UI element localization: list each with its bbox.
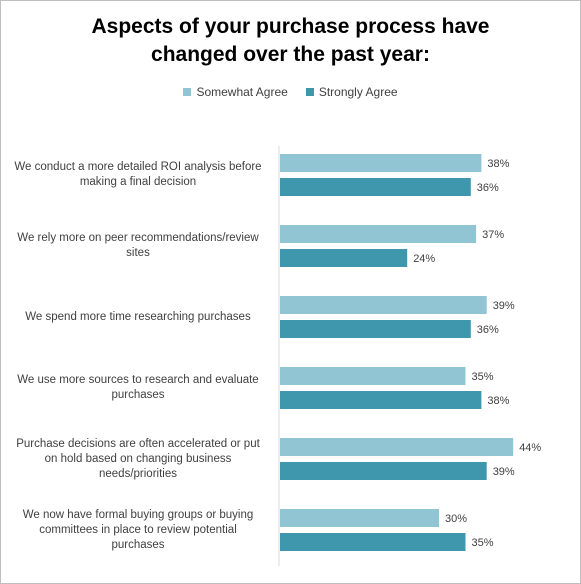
bar-somewhat-agree [280,225,477,243]
legend-label-somewhat-agree: Somewhat Agree [196,85,288,99]
legend-swatch-somewhat-agree [183,88,192,96]
bar-somewhat-agree [280,367,466,385]
bar-strongly-agree [280,391,482,409]
category-label: We spend more time researching purchases [5,310,271,325]
category-label: We use more sources to research and eval… [5,373,271,403]
data-label: 39% [493,300,515,312]
category-label: Purchase decisions are often accelerated… [5,437,271,482]
category-label-line: We rely more on peer recommendations/rev… [17,232,259,244]
category-label-line: We conduct a more detailed ROI analysis … [14,161,262,173]
legend-swatch-strongly-agree [305,88,314,96]
data-label: 39% [493,466,515,478]
category-label-line: Purchase decisions are often accelerated… [16,437,260,450]
bar-strongly-agree [280,178,471,196]
category-label-line: purchases [111,538,165,551]
chart-title-line-1: Aspects of your purchase process have [91,15,490,38]
data-label: 24% [413,253,435,265]
bar-somewhat-agree [280,296,487,314]
bar-strongly-agree [280,320,471,338]
bar-strongly-agree [280,533,466,551]
chart-title: Aspects of your purchase process have ch… [1,13,580,69]
category-label-line: We use more sources to research and eval… [17,374,259,386]
data-label: 36% [477,324,499,336]
category-label-line: sites [126,247,150,259]
category-label-line: needs/priorities [99,467,177,480]
data-label: 30% [445,513,467,525]
bar-somewhat-agree [280,509,439,527]
data-label: 36% [477,182,499,194]
bar-strongly-agree [280,462,487,480]
data-label: 35% [472,537,494,549]
category-label-line: purchases [111,389,165,401]
category-label-line: making a final decision [79,176,197,188]
bar-somewhat-agree [280,438,514,456]
category-label: We now have formal buying groups or buyi… [5,508,271,553]
category-label-line: We spend more time researching purchases [25,310,251,323]
category-label-line: We now have formal buying groups or buyi… [22,508,254,521]
category-label-line: committees in place to review potential [39,523,237,536]
legend-label-strongly-agree: Strongly Agree [318,85,398,99]
bar-strongly-agree [280,249,408,267]
bar-somewhat-agree [280,154,482,172]
data-label: 38% [487,395,509,407]
chart-legend: Somewhat Agree Strongly Agree [1,85,580,99]
data-label: 35% [472,371,494,383]
legend-item-strongly-agree: Strongly Agree [305,85,398,99]
data-label: 38% [487,158,509,170]
category-label-line: on hold based on changing business [44,452,232,465]
legend-item-somewhat-agree: Somewhat Agree [183,85,288,99]
category-label: We conduct a more detailed ROI analysis … [5,160,271,190]
data-label: 44% [519,442,541,454]
chart-title-line-2: changed over the past year: [151,43,430,66]
category-label: We rely more on peer recommendations/rev… [5,231,271,261]
data-label: 37% [482,229,504,241]
